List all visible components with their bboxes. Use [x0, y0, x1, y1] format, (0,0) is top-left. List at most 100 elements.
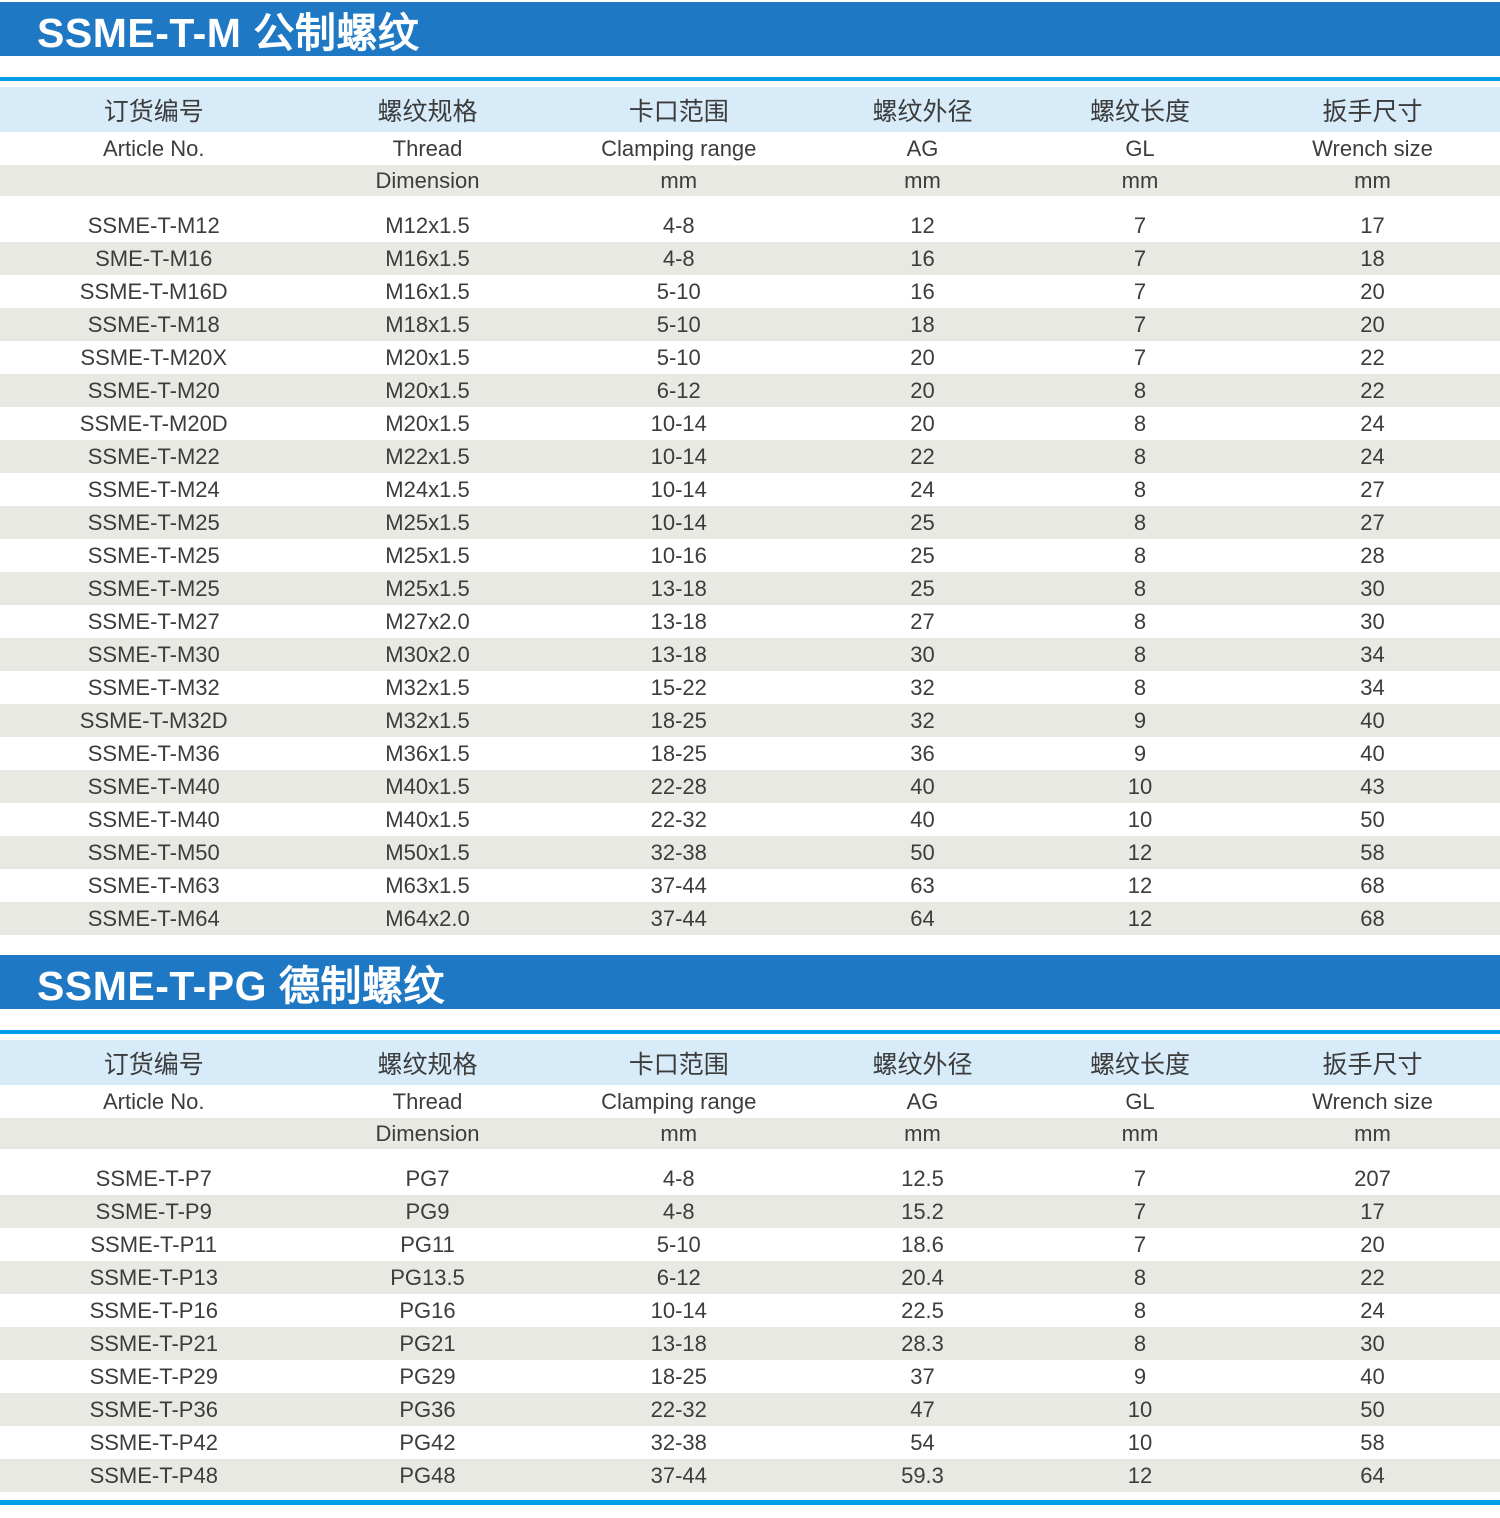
table-cell: M25x1.5: [385, 542, 470, 568]
table-cell: 18-25: [650, 1363, 707, 1389]
table-cell: 5-10: [656, 344, 701, 370]
table-cell: 27: [1245, 506, 1500, 539]
table-cell: 7: [1035, 1195, 1245, 1228]
table-cell: SSME-T-M40: [0, 770, 308, 803]
table-cell: 10-14: [650, 476, 707, 502]
table-cell: 12.5: [901, 1165, 944, 1191]
table-cell: M25x1.5: [307, 572, 548, 605]
header-cell-zh: 卡口范围: [547, 1040, 810, 1085]
metric-section-title-bar: SSME-T-M 公制螺纹: [0, 2, 1500, 56]
table-cell: 7: [1133, 344, 1147, 370]
table-cell: 34: [1360, 674, 1385, 700]
table-cell: PG11: [400, 1231, 455, 1257]
table-cell: 10-14: [650, 410, 707, 436]
table-row: SSME-T-P16 PG16 10-14 22.5 8 24: [0, 1294, 1500, 1327]
table-row: SSME-T-P9 PG9 4-8 15.2 7 17: [0, 1195, 1500, 1228]
header-cell-en: Clamping range: [547, 132, 810, 165]
table-cell: 22.5: [901, 1297, 944, 1323]
table-cell: 8: [1035, 374, 1245, 407]
table-cell: SSME-T-P21: [0, 1327, 308, 1360]
table-cell: 40: [1245, 704, 1500, 737]
table-cell: 7: [1035, 308, 1245, 341]
table-row: SSME-T-M25 M25x1.5 13-18 25 8 30: [0, 572, 1500, 605]
table-cell: 68: [1245, 902, 1500, 935]
table-cell: SSME-T-P29: [89, 1363, 218, 1389]
metric-header-row-english: Article No. Thread Clamping range AG GL Wrenc…: [0, 132, 1500, 165]
table-cell: 8: [1133, 674, 1147, 700]
table-cell: 20: [1360, 278, 1385, 304]
table-cell: 47: [810, 1393, 1035, 1426]
table-cell: 10: [1035, 1393, 1245, 1426]
table-row: SSME-T-M20 M20x1.5 6-12 20 8 22: [0, 374, 1500, 407]
table-cell: 12: [1035, 836, 1245, 869]
table-cell: 17: [1360, 212, 1385, 238]
pg-header-row-units: Dimension mm mm mm mm: [0, 1118, 1500, 1149]
header-cell-en: Thread: [307, 132, 548, 165]
header-cell-en: AG: [810, 1085, 1035, 1118]
table-row: SME-T-M16 M16x1.5 4-8 16 7 18: [0, 242, 1500, 275]
table-cell: 32: [910, 674, 935, 700]
table-cell: M63x1.5: [385, 872, 470, 898]
table-cell: 15-22: [650, 674, 707, 700]
table-cell: 22: [1360, 344, 1385, 370]
table-row: SSME-T-M12 M12x1.5 4-8 12 7 17: [0, 209, 1500, 242]
table-cell: 20: [910, 410, 935, 436]
table-cell: 43: [1245, 770, 1500, 803]
header-cell-en: AG: [810, 132, 1035, 165]
header-cell-en: Wrench size: [1245, 1085, 1500, 1118]
table-cell: M18x1.5: [307, 308, 548, 341]
table-cell: M20x1.5: [385, 344, 470, 370]
table-cell: M40x1.5: [307, 770, 548, 803]
metric-header-row-chinese: 订货编号 螺纹规格 卡口范围 螺纹外径 螺纹长度 扳手尺寸: [0, 87, 1500, 132]
pg-section-divider-line: [0, 1030, 1500, 1034]
header-cell-unit: [0, 1118, 308, 1149]
table-cell: 18.6: [901, 1231, 944, 1257]
header-cell-en: Article No.: [0, 132, 308, 165]
header-cell-zh: 螺纹规格: [307, 87, 548, 132]
table-cell: 18: [1245, 242, 1500, 275]
table-cell: 4-8: [662, 1165, 695, 1191]
table-cell: 25: [910, 542, 935, 568]
table-cell: 10-14: [547, 440, 810, 473]
table-cell: 30: [810, 638, 1035, 671]
table-cell: SME-T-M16: [0, 242, 308, 275]
header-cell-en: Wrench size: [1245, 132, 1500, 165]
table-cell: SSME-T-M20D: [79, 410, 228, 436]
table-cell: SSME-T-M24: [87, 476, 220, 502]
table-row: SSME-T-P13 PG13.5 6-12 20.4 8 22: [0, 1261, 1500, 1294]
table-cell: M16x1.5: [385, 278, 470, 304]
table-cell: 27: [1360, 476, 1385, 502]
table-cell: M22x1.5: [307, 440, 548, 473]
table-cell: 25: [810, 506, 1035, 539]
table-cell: M30x2.0: [307, 638, 548, 671]
table-cell: 50: [1360, 806, 1385, 832]
table-cell: 20: [1360, 1231, 1385, 1257]
table-cell: 9: [1133, 1363, 1147, 1389]
table-cell: 22: [1245, 374, 1500, 407]
table-cell: 36: [910, 740, 935, 766]
header-cell-zh: 订货编号: [0, 1040, 308, 1085]
table-cell: SSME-T-P9: [0, 1195, 308, 1228]
header-cell-zh: 扳手尺寸: [1245, 87, 1500, 132]
header-cell-unit: mm: [1035, 1118, 1245, 1149]
table-cell: SSME-T-P36: [0, 1393, 308, 1426]
table-cell: 5-10: [656, 1231, 701, 1257]
header-cell-zh: 螺纹外径: [810, 87, 1035, 132]
table-row: SSME-T-M63 M63x1.5 37-44 63 12 68: [0, 869, 1500, 902]
table-cell: 22-32: [650, 806, 707, 832]
table-row: SSME-T-M30 M30x2.0 13-18 30 8 34: [0, 638, 1500, 671]
table-cell: SSME-T-M25: [87, 542, 220, 568]
table-cell: SSME-T-M63: [87, 872, 220, 898]
table-cell: 10: [1127, 1429, 1153, 1455]
table-cell: 28: [1360, 542, 1385, 568]
table-cell: 4-8: [547, 242, 810, 275]
table-cell: 37-44: [650, 872, 707, 898]
metric-header-row-units: Dimension mm mm mm mm: [0, 165, 1500, 196]
table-cell: M40x1.5: [385, 806, 470, 832]
table-cell: SSME-T-P42: [89, 1429, 218, 1455]
table-row: SSME-T-M25 M25x1.5 10-16 25 8 28: [0, 539, 1500, 572]
table-cell: 6-12: [547, 374, 810, 407]
table-cell: SSME-T-M40: [87, 806, 220, 832]
table-cell: 63: [910, 872, 935, 898]
